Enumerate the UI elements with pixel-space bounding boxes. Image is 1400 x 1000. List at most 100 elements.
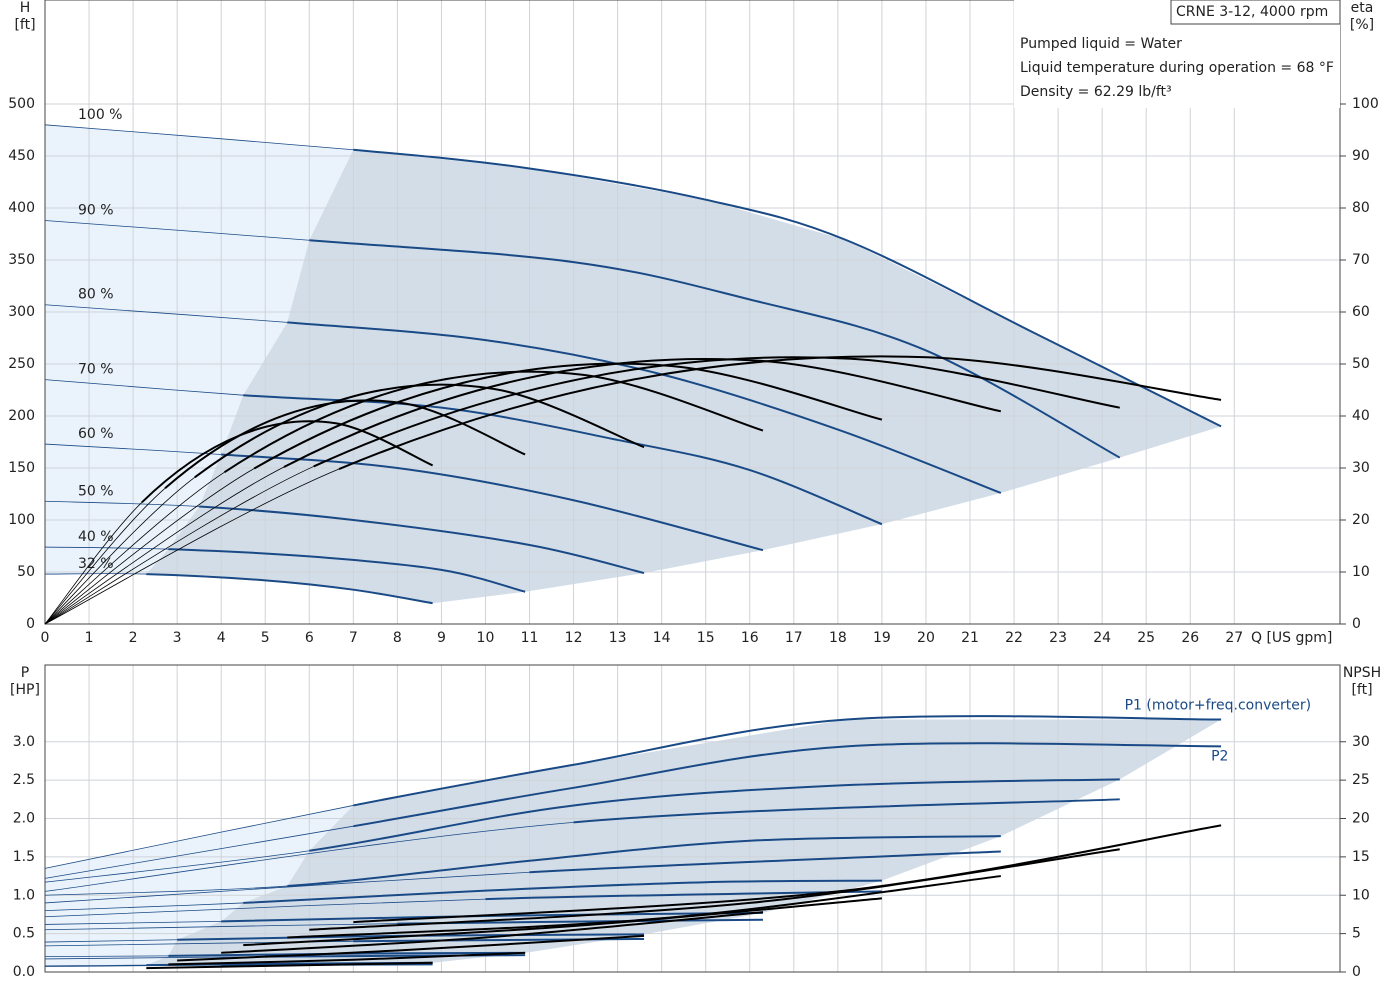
y2-tick-label: 40: [1352, 408, 1370, 424]
speed-label: 70 %: [78, 362, 114, 378]
x-tick-label: 10: [477, 630, 495, 646]
curve: [199, 505, 645, 575]
curve: [309, 778, 1120, 852]
speed-label: 60 %: [78, 426, 114, 442]
x-tick-label: 27: [1225, 630, 1243, 646]
curve: [313, 356, 1120, 468]
x-tick-label: 26: [1181, 630, 1199, 646]
y2-tick-label: 30: [1352, 734, 1370, 750]
curve: [529, 850, 1001, 874]
curve: [44, 468, 340, 625]
curve: [573, 798, 1120, 824]
y2-tick-label: 5: [1352, 926, 1361, 942]
x-tick-label: 19: [873, 630, 891, 646]
y2-axis-unit: [%]: [1350, 17, 1374, 33]
y2-tick-label: 80: [1352, 200, 1370, 216]
curve: [141, 420, 434, 504]
x-tick-label: 24: [1093, 630, 1111, 646]
y-tick-label: 0.5: [13, 926, 35, 942]
y2-axis-label: NPSH: [1343, 665, 1381, 681]
x-tick-label: 6: [305, 630, 314, 646]
curve: [221, 453, 764, 552]
y2-tick-label: 50: [1352, 356, 1370, 372]
y-axis-unit: [ft]: [14, 17, 35, 33]
curve: [353, 715, 1222, 807]
y-tick-label: 500: [8, 96, 35, 112]
x-tick-label: 17: [785, 630, 803, 646]
plot-frame: [44, 0, 1341, 625]
curve: [338, 355, 1222, 470]
curve: [44, 920, 222, 925]
speed-label: 40 %: [78, 529, 114, 545]
x-tick-label: 3: [173, 630, 182, 646]
y-tick-label: 1.5: [13, 849, 35, 865]
x-tick-label: 22: [1005, 630, 1023, 646]
curve: [243, 879, 882, 904]
y-tick-label: 0.0: [13, 964, 35, 980]
curve: [44, 871, 530, 904]
curve: [353, 148, 1222, 428]
x-tick-label: 14: [653, 630, 671, 646]
x-tick-label: 20: [917, 630, 935, 646]
curve: [44, 487, 166, 625]
speed-label: 100 %: [78, 107, 122, 123]
x-tick-label: 15: [697, 630, 715, 646]
annotation: Density = 62.29 lb/ft³: [1020, 84, 1172, 100]
curve: [44, 304, 288, 323]
curve: [309, 239, 1121, 459]
curve: [44, 443, 222, 455]
curve: [44, 902, 244, 911]
y2-tick-label: 15: [1352, 849, 1370, 865]
curve: [44, 502, 143, 625]
y-tick-label: 400: [8, 200, 35, 216]
curve: [353, 824, 1222, 924]
curve: [44, 220, 310, 241]
curve: [146, 573, 433, 605]
y2-tick-label: 25: [1352, 772, 1370, 788]
chart-title: CRNE 3-12, 4000 rpm: [1176, 4, 1328, 20]
x-tick-label: 25: [1137, 630, 1155, 646]
x-tick-label: 7: [349, 630, 358, 646]
x-tick-label: 8: [393, 630, 402, 646]
curve: [44, 805, 354, 869]
plot-frame: [44, 664, 1341, 973]
y2-tick-label: 70: [1352, 252, 1370, 268]
curve: [243, 394, 883, 526]
y2-tick-label: 100: [1352, 96, 1379, 112]
legend-label: P2: [1211, 748, 1228, 764]
curve: [265, 954, 526, 958]
y2-tick-label: 20: [1352, 811, 1370, 827]
annotation: Liquid temperature during operation = 68…: [1020, 60, 1334, 76]
annotation: Pumped liquid = Water: [1020, 36, 1182, 52]
speed-label: 50 %: [78, 483, 114, 499]
curve: [44, 955, 169, 958]
x-tick-label: 9: [437, 630, 446, 646]
curve: [44, 471, 225, 625]
curve: [287, 835, 1001, 888]
curve: [44, 956, 266, 960]
curve: [44, 466, 314, 625]
curve: [44, 821, 574, 892]
y-tick-label: 2.0: [13, 811, 35, 827]
y2-axis-unit: [ft]: [1351, 682, 1372, 698]
y-tick-label: 200: [8, 408, 35, 424]
region-light: [45, 805, 354, 966]
y-tick-label: 2.5: [13, 772, 35, 788]
curve: [44, 468, 255, 625]
curve: [44, 850, 310, 883]
y-axis-unit: [HP]: [10, 682, 40, 698]
curve: [44, 964, 222, 968]
curve: [44, 898, 486, 918]
curve: [44, 939, 178, 943]
y-tick-label: 250: [8, 356, 35, 372]
curve: [44, 964, 147, 967]
x-tick-label: 16: [741, 630, 759, 646]
curve: [283, 357, 1002, 468]
legend-label: P1 (motor+freq.converter): [1125, 697, 1311, 713]
y-tick-label: 300: [8, 304, 35, 320]
curve: [44, 124, 354, 151]
y-tick-label: 50: [17, 564, 35, 580]
curve: [44, 825, 354, 879]
curve: [253, 362, 883, 470]
